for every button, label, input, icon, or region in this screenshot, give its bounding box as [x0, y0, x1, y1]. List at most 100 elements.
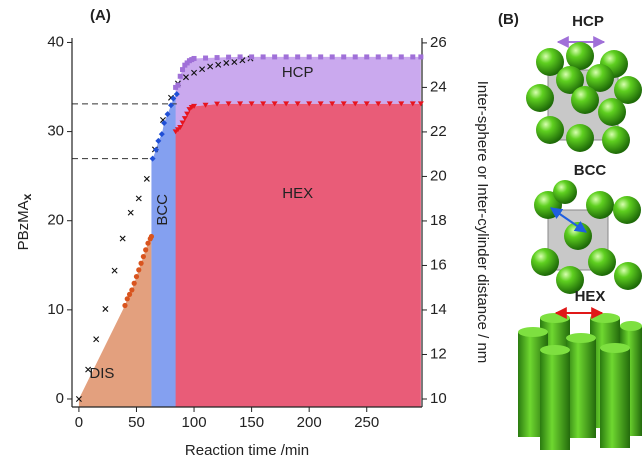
point: [249, 54, 255, 60]
point: [260, 54, 266, 60]
point: [180, 67, 186, 73]
x-axis-label: Reaction time /min: [185, 442, 309, 459]
point: [138, 260, 144, 266]
point: [225, 101, 232, 107]
point: [133, 273, 140, 280]
point: [143, 247, 149, 253]
point: [283, 54, 289, 60]
point: [226, 54, 232, 60]
cylinders-hex: [518, 307, 642, 450]
point: [352, 54, 358, 60]
point: [179, 120, 186, 126]
x-tick-label: 150: [239, 414, 264, 431]
point: [75, 395, 82, 402]
y2-tick-label: 22: [430, 123, 447, 140]
point: [237, 54, 243, 60]
point: [181, 116, 188, 122]
point: [170, 95, 177, 102]
panel-label: (A): [90, 7, 111, 24]
point: [203, 55, 209, 61]
y-label-main: PBzMA: [15, 200, 32, 250]
point: [124, 296, 130, 302]
x-tick-label: 250: [354, 414, 379, 431]
point: [168, 102, 175, 109]
point: [237, 101, 244, 107]
point: [375, 101, 382, 107]
point: [214, 55, 220, 61]
point: [122, 302, 128, 309]
structure-label: HCP: [572, 13, 604, 30]
region-fill: [78, 236, 152, 407]
spheres-hcp: [526, 42, 642, 154]
y-tick-label: 30: [47, 123, 64, 140]
point: [93, 336, 100, 343]
point: [199, 66, 206, 73]
point: [207, 63, 214, 70]
point: [191, 103, 198, 109]
point: [248, 101, 255, 107]
point: [140, 253, 146, 260]
x-tick-label: 50: [128, 414, 145, 431]
region-label: DIS: [89, 365, 114, 382]
point: [409, 101, 416, 107]
region-label: BCC: [154, 194, 171, 226]
point: [127, 209, 134, 216]
region-fill: [175, 103, 421, 408]
point: [191, 55, 197, 61]
y-tick-label: 0: [56, 390, 64, 407]
point: [177, 73, 183, 79]
y2-tick-label: 10: [430, 390, 447, 407]
illustration: (B) HCP BCC HEX: [498, 11, 642, 450]
point: [223, 59, 230, 66]
point: [329, 54, 335, 60]
y-tick-label: 40: [47, 33, 64, 50]
point: [306, 101, 313, 107]
point: [173, 91, 180, 98]
point: [387, 54, 393, 60]
point: [191, 69, 198, 76]
point: [364, 54, 370, 60]
region-label: HEX: [282, 185, 313, 202]
point: [272, 54, 278, 60]
point: [398, 101, 405, 107]
point: [386, 101, 393, 107]
point: [158, 131, 165, 138]
point: [340, 101, 347, 107]
point: [164, 111, 171, 118]
point: [317, 101, 324, 107]
point: [182, 74, 189, 81]
y2-axis-label: Inter-sphere or Inter-cylinder distance …: [474, 81, 491, 364]
y2-tick-label: 12: [430, 345, 447, 362]
point: [231, 59, 238, 66]
point: [283, 101, 290, 107]
structure-label: HEX: [575, 288, 606, 305]
point: [363, 101, 370, 107]
point: [143, 175, 150, 182]
point: [148, 233, 155, 240]
y2-tick-label: 16: [430, 256, 447, 273]
point: [418, 54, 424, 60]
point: [306, 54, 312, 60]
region-fill: [175, 56, 421, 132]
point: [417, 101, 424, 107]
point: [129, 287, 135, 293]
structure-label: BCC: [574, 162, 607, 179]
point: [145, 240, 151, 246]
panel-label: (B): [498, 11, 519, 28]
region-label: HCP: [282, 64, 314, 81]
point: [177, 124, 184, 130]
point: [135, 195, 142, 202]
point: [329, 101, 336, 107]
y-tick-label: 10: [47, 301, 64, 318]
plot: DIS BCC HEX HCP 0 50 100 150 200 250 0 10 20 30 40 10 12…: [47, 33, 446, 431]
point: [119, 235, 126, 242]
point: [202, 102, 209, 108]
point: [271, 101, 278, 107]
point: [352, 101, 359, 107]
y-axis-label: PBzMAx: [15, 193, 34, 250]
point: [295, 54, 301, 60]
point: [214, 101, 221, 107]
point: [260, 101, 267, 107]
point: [85, 366, 92, 373]
point: [155, 137, 162, 144]
